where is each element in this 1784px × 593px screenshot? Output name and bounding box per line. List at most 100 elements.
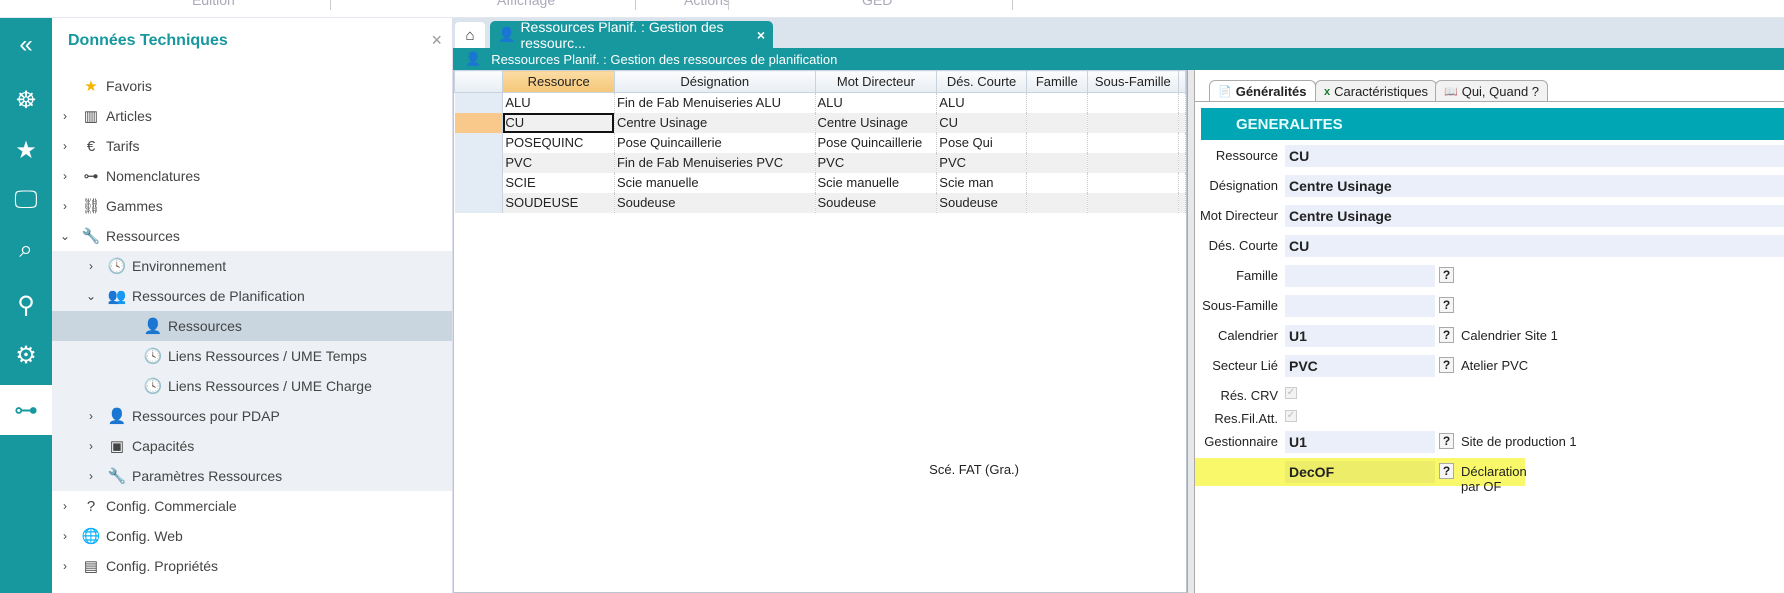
chevron-icon[interactable]: › xyxy=(63,139,67,153)
tree-item[interactable]: ⌄ 🔧 Ressources xyxy=(52,221,452,251)
grid-cell[interactable]: ALU xyxy=(936,92,1027,113)
grid-cell[interactable]: Scie manuelle xyxy=(614,172,816,193)
grid-cell[interactable]: POSEQUINC xyxy=(502,132,615,153)
search-button[interactable]: ⌕ xyxy=(0,225,52,275)
row-selector[interactable] xyxy=(454,152,504,173)
column-header-0[interactable]: Ressource xyxy=(502,70,615,93)
grid-cell[interactable] xyxy=(1026,132,1088,153)
grid-cell[interactable]: PVC xyxy=(936,152,1027,173)
grid-cell[interactable]: Soudeuse xyxy=(936,192,1027,213)
field-input[interactable]: CU xyxy=(1285,235,1784,257)
chevron-icon[interactable]: › xyxy=(89,469,93,483)
close-tab-icon[interactable]: × xyxy=(756,26,765,43)
grid-cell[interactable]: PVC xyxy=(502,152,615,173)
field-input[interactable]: U1 xyxy=(1285,325,1435,347)
chevron-icon[interactable]: › xyxy=(89,259,93,273)
column-header-2[interactable]: Mot Directeur xyxy=(814,70,938,93)
grid-cell[interactable] xyxy=(1026,172,1088,193)
monitor-button[interactable]: 🖵 xyxy=(0,175,52,225)
tree-item[interactable]: › 🕓 Environnement xyxy=(52,251,452,281)
table-row[interactable]: POSEQUINC Pose Quincaillerie Pose Quincail… xyxy=(454,132,1187,153)
grid-cell[interactable] xyxy=(1026,112,1088,133)
tab-2[interactable]: 📖 Qui, Quand ? xyxy=(1435,80,1549,102)
lookup-button[interactable]: ? xyxy=(1439,357,1454,373)
menu-actions[interactable]: Actions xyxy=(684,0,730,8)
double-chevron-left-button[interactable]: « xyxy=(0,20,52,70)
checkbox[interactable]: ✓ xyxy=(1285,387,1297,399)
grid-cell[interactable]: ALU xyxy=(502,92,615,113)
column-header-3[interactable]: Dés. Courte xyxy=(936,70,1027,93)
grid-cell[interactable]: SOUDEUSE xyxy=(502,192,615,213)
grid-cell[interactable] xyxy=(1026,152,1088,173)
checkbox[interactable]: ✓ xyxy=(1285,410,1297,422)
grid-cell[interactable]: Fin de Fab Menuiseries ALU xyxy=(614,92,816,113)
grid-cell[interactable]: PVC xyxy=(815,152,938,173)
grid-cell[interactable] xyxy=(1087,192,1179,213)
field-input[interactable]: PVC xyxy=(1285,355,1435,377)
chevron-icon[interactable]: ⌄ xyxy=(59,229,71,243)
column-header-4[interactable]: Famille xyxy=(1025,70,1088,93)
grid-cell[interactable]: Centre Usinage xyxy=(815,112,938,133)
field-input[interactable]: Centre Usinage xyxy=(1285,205,1784,227)
column-header-5[interactable]: Sous-Famille xyxy=(1086,70,1179,93)
field-input[interactable]: DecOF xyxy=(1285,461,1435,483)
chevron-icon[interactable]: › xyxy=(63,559,67,573)
grid-cell[interactable]: CU xyxy=(936,112,1027,133)
star-button[interactable]: ★ xyxy=(0,125,52,175)
tree-item[interactable]: › 🌐 Config. Web xyxy=(52,521,452,551)
table-row[interactable]: SCIE Scie manuelle Scie manuelle Scie man xyxy=(454,172,1187,193)
chevron-icon[interactable]: › xyxy=(63,169,67,183)
chevron-icon[interactable]: › xyxy=(63,109,67,123)
grid-cell[interactable]: Pose Qui xyxy=(936,132,1027,153)
tree-item[interactable]: › ▣ Capacités xyxy=(52,431,452,461)
grid-cell[interactable]: CU xyxy=(502,112,615,133)
field-input[interactable]: CU xyxy=(1285,145,1784,167)
tree-item[interactable]: ›? Config. Commerciale xyxy=(52,491,452,521)
table-row[interactable]: ALU Fin de Fab Menuiseries ALU ALU ALU xyxy=(454,92,1187,113)
chevron-icon[interactable]: ⌄ xyxy=(85,289,97,303)
field-input[interactable]: Centre Usinage xyxy=(1285,175,1784,197)
tree-item[interactable]: › ▥ Articles xyxy=(52,101,452,131)
grid-cell[interactable]: Pose Quincaillerie xyxy=(614,132,816,153)
table-row[interactable]: SOUDEUSE Soudeuse Soudeuse Soudeuse xyxy=(454,192,1187,213)
tree-item[interactable]: 🕓 Liens Ressources / UME Charge xyxy=(52,371,452,401)
tree-item[interactable]: › ⛓ Gammes xyxy=(52,191,452,221)
menu-affichage[interactable]: Affichage xyxy=(497,0,556,8)
grid-cell[interactable]: Scie man xyxy=(936,172,1027,193)
grid-cell[interactable] xyxy=(1087,112,1179,133)
grid-cell[interactable] xyxy=(1087,172,1179,193)
home-tab[interactable]: ⌂ xyxy=(455,22,485,48)
field-input[interactable] xyxy=(1285,295,1435,317)
row-selector[interactable] xyxy=(454,172,504,193)
column-header-1[interactable]: Désignation xyxy=(613,70,816,93)
chevron-icon[interactable]: › xyxy=(63,199,67,213)
grid-cell[interactable]: Pose Quincaillerie xyxy=(815,132,938,153)
tree-item[interactable]: ★ Favoris xyxy=(52,71,452,101)
tree-item[interactable]: › 🔧 Paramètres Ressources xyxy=(52,461,452,491)
grid-cell[interactable]: Scie manuelle xyxy=(815,172,938,193)
lookup-button[interactable]: ? xyxy=(1439,327,1454,343)
tree-item[interactable]: › 👤 Ressources pour PDAP xyxy=(52,401,452,431)
tree-item[interactable]: 👤 Ressources xyxy=(52,311,452,341)
table-row[interactable]: PVC Fin de Fab Menuiseries PVC PVC PVC xyxy=(454,152,1187,173)
menu-ged[interactable]: GED xyxy=(862,0,893,8)
tab-0[interactable]: 📄 Généralités xyxy=(1209,80,1316,102)
grid-cell[interactable] xyxy=(1087,92,1179,113)
row-header-corner[interactable] xyxy=(453,70,504,93)
tree-item[interactable]: › ⊶ Nomenclatures xyxy=(52,161,452,191)
row-selector[interactable] xyxy=(454,112,504,133)
robot-arm-button[interactable]: ⚙ xyxy=(0,330,52,380)
tree-item[interactable]: 🕓 Liens Ressources / UME Temps xyxy=(52,341,452,371)
row-selector[interactable] xyxy=(454,132,504,153)
grid-cell[interactable] xyxy=(1087,132,1179,153)
lookup-button[interactable]: ? xyxy=(1439,267,1454,283)
tab-1[interactable]: x Caractéristiques xyxy=(1315,80,1438,102)
field-input[interactable]: U1 xyxy=(1285,431,1435,453)
chevron-icon[interactable]: › xyxy=(63,529,67,543)
tree-item[interactable]: › ▤ Config. Propriétés xyxy=(52,551,452,581)
grid-cell[interactable]: Soudeuse xyxy=(815,192,938,213)
chevron-icon[interactable]: › xyxy=(63,499,67,513)
table-row[interactable]: CU Centre Usinage Centre Usinage CU xyxy=(454,112,1187,133)
sitemap-button[interactable]: ⊶ xyxy=(0,385,52,435)
menu-edition[interactable]: Edition xyxy=(192,0,235,8)
